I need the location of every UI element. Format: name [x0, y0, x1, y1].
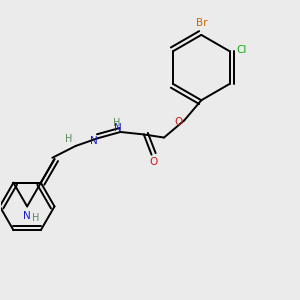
Text: N: N [90, 136, 98, 146]
Text: H: H [113, 118, 120, 128]
Text: O: O [175, 117, 183, 127]
Text: H: H [65, 134, 73, 144]
Text: H: H [32, 213, 40, 223]
Text: O: O [149, 157, 157, 166]
Text: Cl: Cl [236, 45, 247, 55]
Text: N: N [22, 211, 30, 221]
Text: N: N [114, 123, 122, 133]
Text: Br: Br [196, 18, 208, 28]
